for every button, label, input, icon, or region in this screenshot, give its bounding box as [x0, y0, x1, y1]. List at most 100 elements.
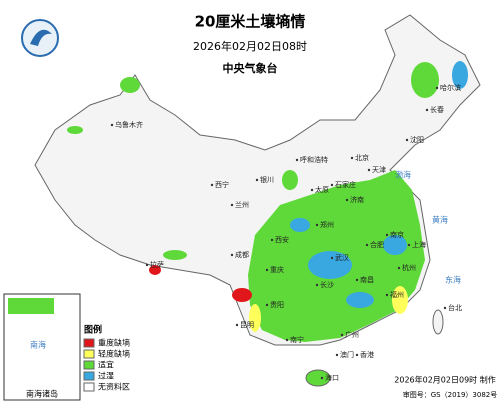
dry-area [392, 286, 408, 314]
city-dot [397, 266, 401, 270]
city-label: 重庆 [270, 265, 284, 274]
city-label: 石家庄 [335, 180, 356, 189]
city-dot [310, 188, 314, 192]
dry-area [249, 304, 261, 332]
city-dot [425, 108, 429, 112]
city-label: 昆明 [240, 321, 254, 329]
legend-swatch [83, 338, 95, 348]
suitable-area [163, 250, 187, 260]
title: 20厘米土壤墒情 [195, 13, 306, 31]
city-label: 拉萨 [150, 260, 164, 269]
city-dot [315, 283, 319, 287]
city-dot [350, 156, 354, 160]
approval-number: 审图号：GS（2019）3082号 [403, 390, 498, 399]
city-label: 西安 [275, 235, 289, 244]
city-dot [330, 183, 334, 187]
wet-area [308, 251, 352, 279]
city-dot [230, 203, 234, 207]
city-label: 贵阳 [270, 300, 284, 309]
city-label: 天津 [372, 166, 386, 174]
city-dot [443, 306, 447, 310]
suitable-area [67, 126, 83, 134]
city-label: 广州 [345, 330, 359, 339]
city-label: 济南 [350, 195, 364, 204]
logo-mark [30, 29, 52, 46]
legend-swatch [83, 360, 95, 370]
city-label: 南京 [390, 230, 404, 239]
city-label: 福州 [390, 290, 404, 299]
city-dot [255, 178, 259, 182]
legend-title: 图例 [84, 324, 102, 336]
city-label: 长春 [430, 105, 444, 114]
city-dot [435, 86, 439, 90]
suitable-area [282, 170, 298, 190]
city-label: 呼和浩特 [300, 155, 328, 164]
city-dot [265, 268, 269, 272]
city-label: 香港 [360, 350, 374, 359]
sea-label: 黄海 [432, 215, 448, 225]
city-dot [345, 198, 349, 202]
city-dot [340, 333, 344, 337]
wet-area [383, 235, 407, 255]
city-label: 武汉 [335, 253, 349, 262]
city-label: 兰州 [235, 200, 249, 209]
city-dot [285, 338, 289, 342]
city-label: 太原 [315, 185, 329, 194]
city-label: 哈尔滨 [440, 83, 461, 92]
city-dot [330, 256, 334, 260]
inset-label: 南海诸岛 [26, 389, 58, 399]
wet-area [290, 218, 310, 232]
city-dot [367, 168, 371, 172]
city-dot [210, 183, 214, 187]
city-label: 合肥 [370, 240, 384, 249]
city-label: 长沙 [320, 280, 334, 289]
city-label: 银川 [260, 175, 274, 184]
city-label: 台北 [448, 303, 462, 312]
hainan [305, 369, 331, 387]
logo [21, 19, 59, 57]
suitable-area [411, 62, 439, 98]
wet-area [452, 61, 468, 89]
legend-swatch [83, 349, 95, 359]
city-label: 杭州 [402, 263, 416, 272]
city-label: 郑州 [320, 221, 334, 229]
city-dot [320, 376, 324, 380]
city-label: 西宁 [215, 180, 229, 189]
inset-land [8, 298, 54, 314]
very-dry-area [232, 288, 252, 302]
city-label: 澳门 [340, 350, 354, 359]
city-dot [407, 243, 411, 247]
city-dot [405, 138, 409, 142]
legend-label: 轻度缺墒 [98, 349, 130, 359]
city-dot [315, 223, 319, 227]
city-dot [385, 293, 389, 297]
suitable-area [120, 77, 140, 93]
city-dot [335, 353, 339, 357]
moisture-areas [67, 61, 468, 342]
legend-label: 过湿 [98, 371, 114, 381]
city-label: 南昌 [360, 275, 374, 284]
city-dot [230, 253, 234, 257]
legend-label: 适宜 [98, 360, 114, 370]
city-dot [145, 263, 149, 267]
wet-area [346, 292, 374, 308]
legend-swatch [83, 371, 95, 381]
city-dot [235, 323, 239, 327]
city-dot [365, 243, 369, 247]
city-label: 沈阳 [410, 135, 424, 144]
city-dot [385, 233, 389, 237]
taiwan [432, 309, 444, 335]
city-label: 上海 [412, 240, 426, 249]
city-dot [295, 158, 299, 162]
city-label: 北京 [355, 153, 369, 162]
agency: 中央气象台 [223, 61, 278, 75]
legend-label: 重度缺墒 [98, 338, 130, 348]
city-dot [110, 123, 114, 127]
city-dot [355, 353, 359, 357]
city-dot [355, 278, 359, 282]
city-label: 海口 [325, 373, 339, 382]
sea-label: 东海 [445, 275, 461, 285]
